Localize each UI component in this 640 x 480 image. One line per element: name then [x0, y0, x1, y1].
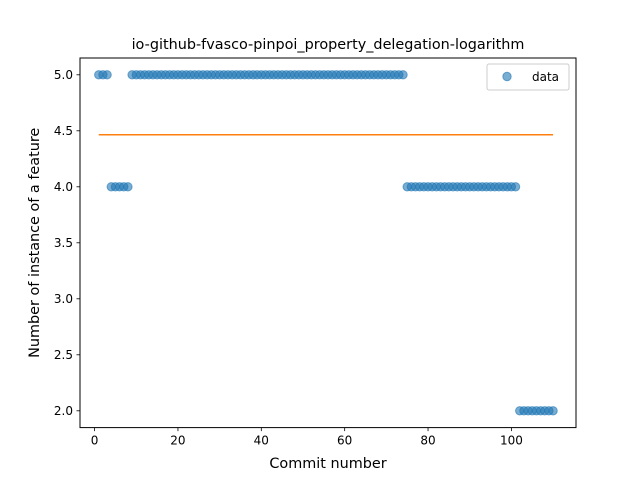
legend: data [486, 63, 570, 91]
y-tick-label: 4.5 [54, 124, 73, 138]
y-tick-label: 5.0 [54, 68, 73, 82]
data-point [398, 70, 408, 80]
x-tick-label: 40 [254, 434, 269, 448]
x-tick-label: 60 [337, 434, 352, 448]
data-point [102, 70, 112, 80]
y-tick-label: 2.0 [54, 404, 73, 418]
x-tick-label: 0 [91, 434, 99, 448]
x-tick-label: 80 [420, 434, 435, 448]
axis-ticks: 0 20 40 60 80 100 2.0 2.5 3.0 3.5 4.0 4.5 5.0 [54, 68, 523, 448]
legend-label-data: data [532, 70, 559, 84]
legend-marker-data [502, 71, 512, 82]
x-tick-label: 20 [170, 434, 185, 448]
data-point [123, 182, 133, 192]
y-tick-label: 4.0 [54, 180, 73, 194]
chart-title: io-github-fvasco-pinpoi_property_delegat… [132, 37, 525, 53]
y-tick-label: 3.0 [54, 292, 73, 306]
y-tick-label: 3.5 [54, 236, 73, 250]
x-tick-label: 100 [500, 434, 523, 448]
data-point [510, 182, 521, 192]
data-point [548, 406, 558, 416]
y-tick-label: 2.5 [54, 348, 73, 362]
plot-area [94, 70, 558, 416]
legend-box [486, 63, 570, 91]
y-axis-label: Number of instance of a feature [27, 128, 43, 358]
x-axis-label: Commit number [269, 456, 386, 472]
